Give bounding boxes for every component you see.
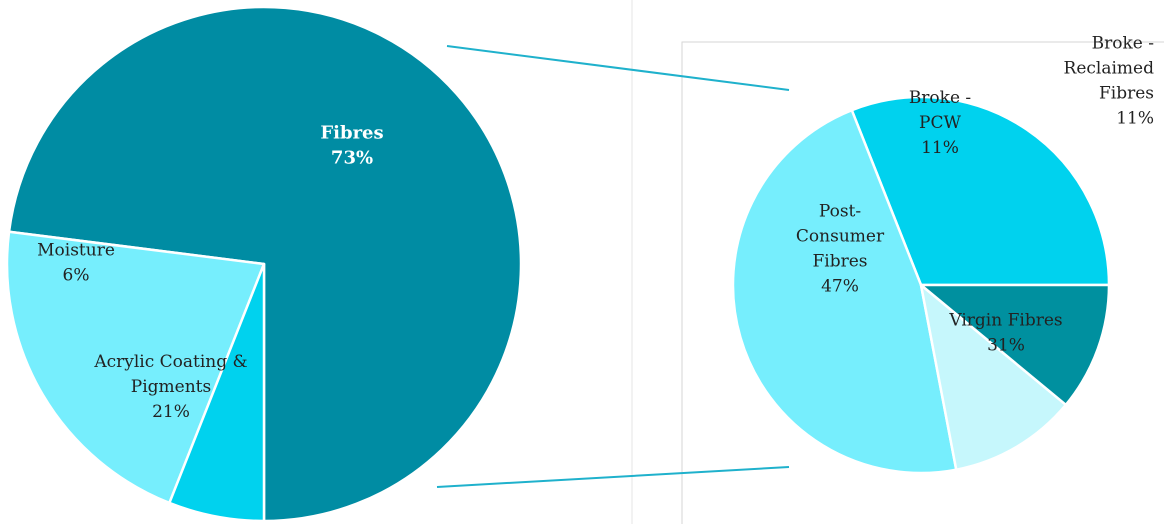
slice-label-line: 47% [821, 277, 859, 297]
slice-label-line: 6% [63, 266, 90, 286]
slice-label-virgin: Virgin Fibres 31% [948, 311, 1062, 356]
slice-label-line: 21% [152, 402, 190, 422]
pie-fibre-breakdown: Virgin Fibres 31% Post- Consumer Fibres 47% Br… [731, 34, 1155, 475]
slice-label-line: Moisture [37, 241, 115, 261]
slice-label-line: Acrylic Coating & [93, 352, 247, 372]
slice-label-line: Fibres [1099, 84, 1154, 104]
slice-label-line: Virgin Fibres [948, 311, 1062, 331]
slice-label-line: Broke - [909, 88, 971, 108]
slice-label-broke-reclaimed: Broke - Reclaimed Fibres 11% [1064, 34, 1155, 129]
slice-label-line: 11% [921, 138, 959, 158]
slice-label-line: Post- [819, 202, 861, 222]
slice-label-moisture: Moisture 6% [37, 241, 115, 286]
slice-label-post-consumer: Post- Consumer Fibres 47% [796, 202, 885, 297]
panel-border [681, 41, 1164, 524]
pie-composition: Fibres 73% Acrylic Coating & Pigments 21% Moi… [5, 5, 523, 523]
slice-label-line: Broke - [1092, 34, 1154, 54]
slice-label-broke-pcw: Broke - PCW 11% [909, 88, 971, 158]
slice-label-acrylic: Acrylic Coating & Pigments 21% [93, 352, 247, 422]
slice-label-line: Consumer [796, 227, 885, 247]
pie-slice-virgin [850, 95, 1111, 287]
connector-top [446, 45, 790, 91]
pie-slice-broke-reclaimed [919, 283, 1111, 407]
slice-label-line: 11% [1116, 109, 1154, 129]
pie-slice-broke-pcw [919, 283, 1068, 471]
slice-label-line: 31% [987, 336, 1025, 356]
slice-label-line: Pigments [131, 377, 211, 397]
slice-label-line: Reclaimed [1064, 59, 1155, 79]
slice-label-line: 73% [331, 148, 373, 169]
pie-slice-moisture [168, 262, 266, 523]
connector-bottom [436, 466, 790, 488]
pie-slice-acrylic [5, 230, 266, 505]
slice-label-line: Fibres [320, 123, 383, 144]
slice-label-line: PCW [919, 113, 961, 133]
slice-label-fibres: Fibres 73% [320, 123, 383, 169]
slice-label-line: Fibres [812, 252, 867, 272]
pie-slice-post-consumer [731, 108, 958, 475]
